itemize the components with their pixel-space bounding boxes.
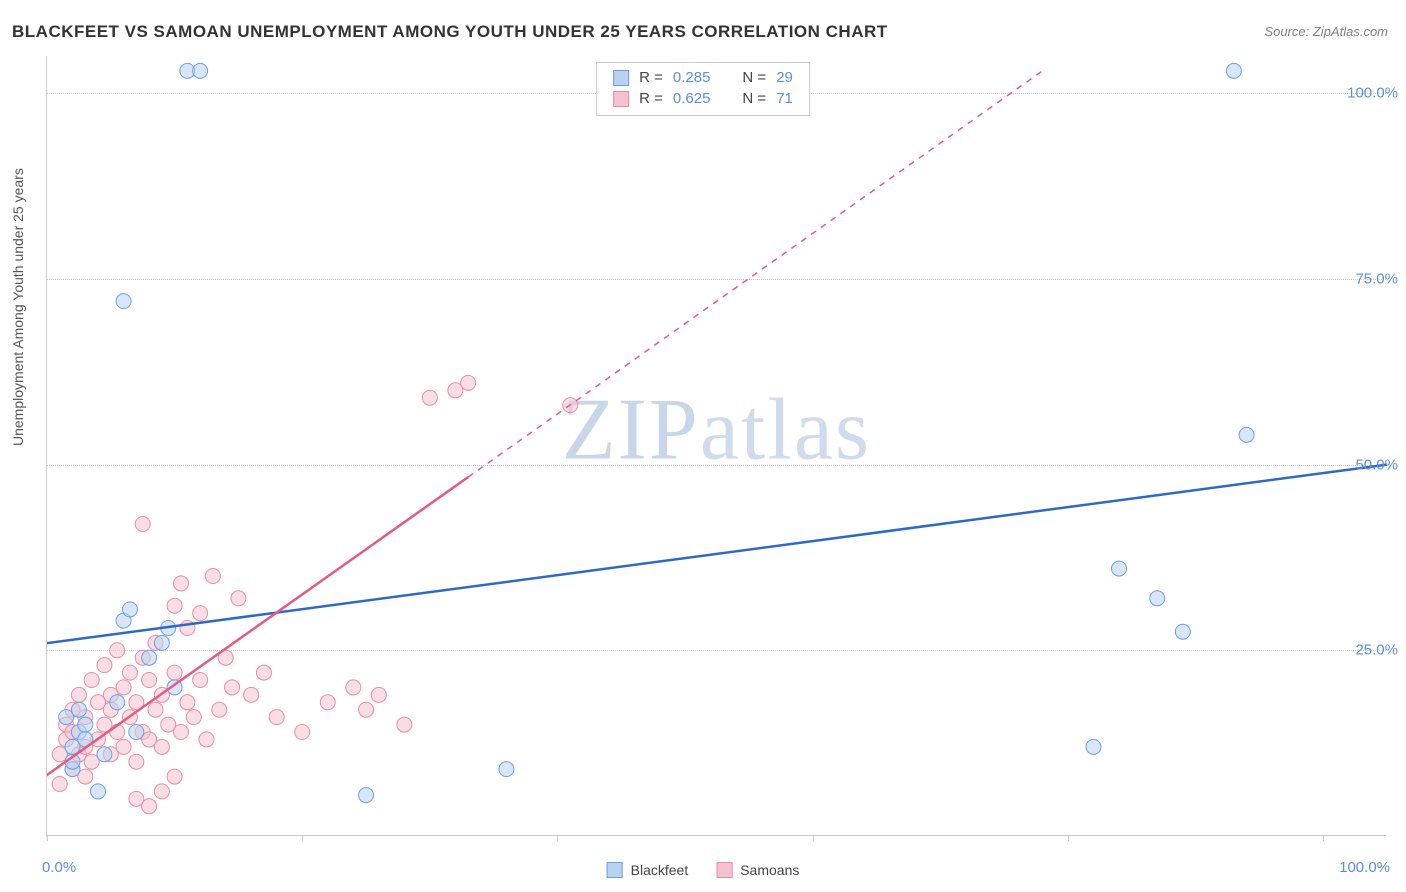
scatter-point-samoans	[52, 777, 67, 792]
scatter-point-samoans	[397, 717, 412, 732]
scatter-point-samoans	[167, 598, 182, 613]
scatter-point-blackfeet	[97, 747, 112, 762]
scatter-point-blackfeet	[1112, 561, 1127, 576]
x-tick-label-min: 0.0%	[42, 859, 76, 876]
scatter-point-samoans	[174, 725, 189, 740]
scatter-point-samoans	[135, 517, 150, 532]
r-label-0: R =	[639, 69, 663, 86]
scatter-point-samoans	[110, 643, 125, 658]
x-tick-label-max: 100.0%	[1339, 859, 1390, 876]
scatter-point-samoans	[244, 687, 259, 702]
y-tick-label: 50.0%	[1355, 456, 1398, 473]
chart-container: BLACKFEET VS SAMOAN UNEMPLOYMENT AMONG Y…	[0, 0, 1406, 892]
scatter-point-blackfeet	[129, 725, 144, 740]
scatter-point-samoans	[256, 665, 271, 680]
scatter-point-samoans	[154, 784, 169, 799]
scatter-point-samoans	[116, 680, 131, 695]
scatter-point-blackfeet	[1086, 739, 1101, 754]
scatter-point-samoans	[212, 702, 227, 717]
scatter-point-samoans	[205, 569, 220, 584]
legend-label-samoans: Samoans	[740, 862, 799, 878]
scatter-point-samoans	[142, 799, 157, 814]
scatter-point-blackfeet	[142, 650, 157, 665]
scatter-point-samoans	[295, 725, 310, 740]
trendline-blackfeet	[47, 465, 1387, 647]
scatter-point-samoans	[154, 739, 169, 754]
r-label-1: R =	[639, 90, 663, 107]
scatter-point-blackfeet	[71, 702, 86, 717]
trendline-dashed-samoans	[468, 71, 1042, 477]
y-tick-label: 100.0%	[1347, 85, 1398, 102]
swatch-samoans	[716, 862, 732, 878]
n-value-1: 71	[776, 90, 793, 107]
scatter-point-samoans	[346, 680, 361, 695]
scatter-point-samoans	[84, 673, 99, 688]
chart-title: BLACKFEET VS SAMOAN UNEMPLOYMENT AMONG Y…	[12, 22, 888, 42]
scatter-point-samoans	[116, 739, 131, 754]
legend-item-blackfeet: Blackfeet	[607, 862, 689, 878]
scatter-point-samoans	[129, 754, 144, 769]
legend-top-row-1: R = 0.625 N = 71	[613, 88, 793, 109]
chart-source: Source: ZipAtlas.com	[1264, 24, 1388, 39]
scatter-point-blackfeet	[193, 63, 208, 78]
scatter-point-blackfeet	[359, 788, 374, 803]
y-axis-label: Unemployment Among Youth under 25 years	[10, 168, 26, 446]
scatter-point-blackfeet	[122, 602, 137, 617]
scatter-point-samoans	[122, 665, 137, 680]
swatch-blackfeet	[607, 862, 623, 878]
n-label-1: N =	[742, 90, 766, 107]
scatter-point-samoans	[142, 673, 157, 688]
legend-label-blackfeet: Blackfeet	[631, 862, 689, 878]
scatter-point-samoans	[71, 687, 86, 702]
scatter-point-samoans	[167, 769, 182, 784]
legend-top-row-0: R = 0.285 N = 29	[613, 67, 793, 88]
scatter-point-samoans	[422, 390, 437, 405]
r-value-0: 0.285	[673, 69, 711, 86]
scatter-point-samoans	[186, 710, 201, 725]
scatter-point-samoans	[97, 658, 112, 673]
legend-bottom: Blackfeet Samoans	[607, 862, 800, 878]
scatter-point-blackfeet	[78, 717, 93, 732]
scatter-point-samoans	[461, 375, 476, 390]
scatter-point-samoans	[225, 680, 240, 695]
swatch-top-1	[613, 91, 629, 107]
scatter-point-samoans	[199, 732, 214, 747]
scatter-point-blackfeet	[499, 762, 514, 777]
trendline-samoans	[47, 477, 468, 784]
legend-top: R = 0.285 N = 29 R = 0.625 N = 71	[596, 62, 810, 116]
scatter-point-samoans	[148, 702, 163, 717]
swatch-top-0	[613, 70, 629, 86]
scatter-point-samoans	[167, 665, 182, 680]
scatter-point-blackfeet	[154, 635, 169, 650]
scatter-point-samoans	[269, 710, 284, 725]
scatter-point-blackfeet	[1150, 591, 1165, 606]
scatter-svg	[47, 56, 1387, 836]
plot-area: ZIPatlas	[46, 56, 1386, 836]
scatter-point-samoans	[180, 695, 195, 710]
scatter-point-blackfeet	[1239, 427, 1254, 442]
scatter-point-samoans	[193, 606, 208, 621]
scatter-point-samoans	[320, 695, 335, 710]
scatter-point-blackfeet	[1226, 63, 1241, 78]
scatter-point-blackfeet	[1175, 624, 1190, 639]
n-value-0: 29	[776, 69, 793, 86]
r-value-1: 0.625	[673, 90, 711, 107]
scatter-point-samoans	[193, 673, 208, 688]
y-tick-label: 25.0%	[1355, 642, 1398, 659]
scatter-point-blackfeet	[110, 695, 125, 710]
scatter-point-blackfeet	[116, 294, 131, 309]
n-label-0: N =	[742, 69, 766, 86]
legend-item-samoans: Samoans	[716, 862, 799, 878]
y-tick-label: 75.0%	[1355, 270, 1398, 287]
scatter-point-samoans	[231, 591, 246, 606]
scatter-point-blackfeet	[91, 784, 106, 799]
scatter-point-samoans	[359, 702, 374, 717]
scatter-point-samoans	[371, 687, 386, 702]
scatter-point-samoans	[174, 576, 189, 591]
